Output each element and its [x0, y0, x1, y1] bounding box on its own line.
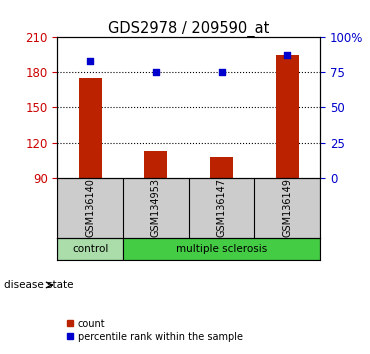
- Text: GSM136147: GSM136147: [216, 178, 226, 238]
- Bar: [144, 151, 167, 178]
- Text: multiple sclerosis: multiple sclerosis: [176, 244, 267, 254]
- Legend: count, percentile rank within the sample: count, percentile rank within the sample: [62, 315, 247, 346]
- Point: [87, 58, 93, 64]
- Point: [284, 53, 290, 58]
- Text: GSM136149: GSM136149: [282, 178, 292, 238]
- Bar: [276, 55, 299, 178]
- Bar: [57, 238, 123, 260]
- Point: [153, 69, 159, 75]
- Bar: [79, 78, 102, 178]
- Text: control: control: [72, 244, 108, 254]
- Text: GSM136140: GSM136140: [85, 178, 95, 238]
- Text: GSM134953: GSM134953: [151, 178, 161, 238]
- Text: disease state: disease state: [4, 280, 73, 290]
- Bar: [123, 238, 320, 260]
- Bar: [210, 157, 233, 178]
- Title: GDS2978 / 209590_at: GDS2978 / 209590_at: [108, 21, 269, 37]
- Point: [219, 69, 225, 75]
